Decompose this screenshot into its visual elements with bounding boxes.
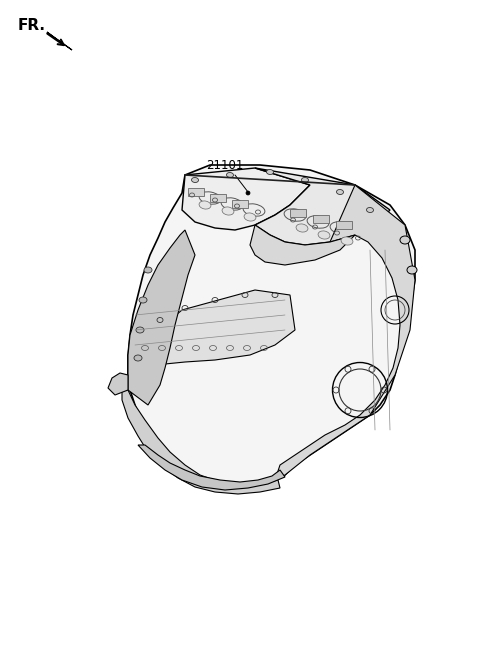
Ellipse shape (134, 355, 142, 361)
Polygon shape (182, 168, 310, 230)
Ellipse shape (192, 178, 199, 183)
Polygon shape (250, 225, 355, 265)
Polygon shape (188, 188, 204, 196)
Ellipse shape (367, 208, 373, 212)
Polygon shape (275, 185, 415, 480)
Text: FR.: FR. (18, 18, 46, 33)
Polygon shape (232, 200, 248, 208)
FancyArrowPatch shape (48, 33, 64, 45)
Ellipse shape (227, 172, 233, 178)
Ellipse shape (336, 189, 344, 195)
Ellipse shape (341, 237, 353, 245)
Ellipse shape (296, 224, 308, 232)
Ellipse shape (222, 207, 234, 215)
Ellipse shape (144, 267, 152, 273)
Ellipse shape (266, 170, 274, 174)
Ellipse shape (139, 297, 147, 303)
Text: 21101: 21101 (206, 159, 244, 172)
Polygon shape (290, 209, 306, 217)
Ellipse shape (244, 213, 256, 221)
Polygon shape (108, 373, 128, 395)
Ellipse shape (407, 266, 417, 274)
Polygon shape (210, 194, 226, 202)
Polygon shape (138, 445, 285, 490)
Polygon shape (128, 165, 415, 488)
Ellipse shape (199, 201, 211, 209)
Polygon shape (128, 230, 195, 405)
Ellipse shape (318, 231, 330, 239)
Ellipse shape (136, 327, 144, 333)
Ellipse shape (400, 236, 410, 244)
Polygon shape (47, 32, 72, 50)
Polygon shape (336, 221, 352, 229)
Ellipse shape (246, 191, 250, 195)
Polygon shape (313, 215, 329, 223)
Polygon shape (128, 290, 295, 375)
Polygon shape (255, 168, 390, 245)
Ellipse shape (301, 178, 309, 183)
Polygon shape (122, 388, 280, 494)
